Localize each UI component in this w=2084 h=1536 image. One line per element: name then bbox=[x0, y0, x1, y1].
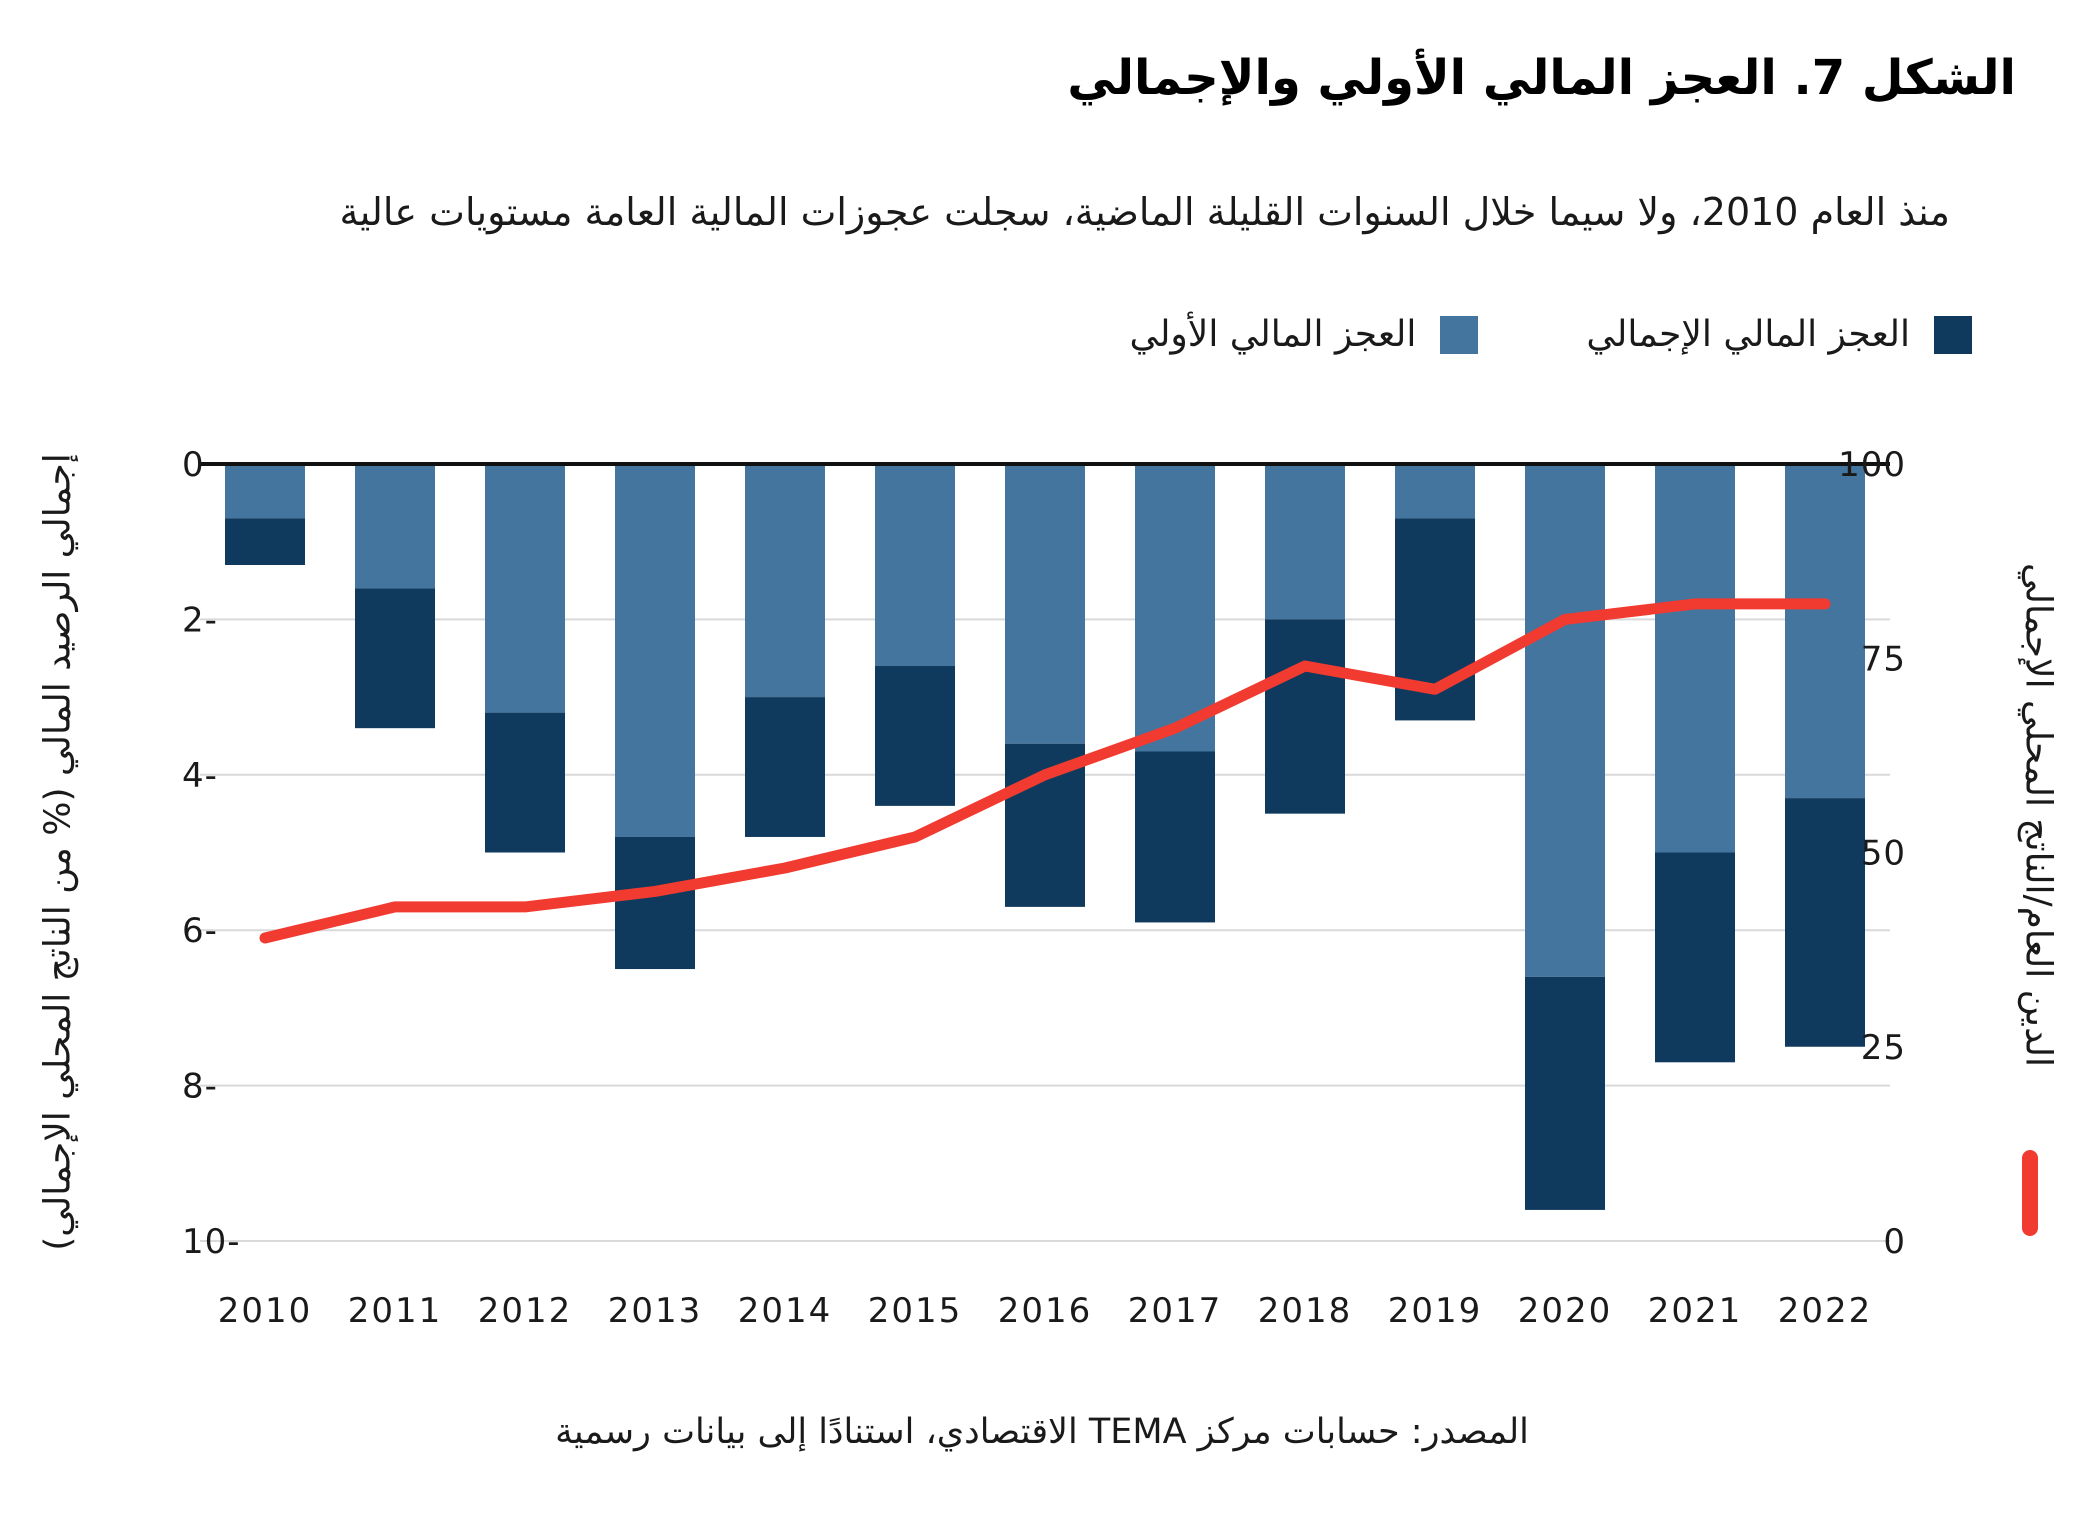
legend-label-overall: العجز المالي الإجمالي bbox=[1586, 314, 1910, 355]
primary-deficit-swatch-icon bbox=[1440, 315, 1479, 354]
bar-primary-deficit-2011 bbox=[355, 464, 435, 589]
y-left-tick--6: -6 bbox=[182, 911, 218, 951]
bar-primary-deficit-2021 bbox=[1655, 464, 1735, 853]
bar-overall-deficit-2010 bbox=[225, 518, 305, 566]
x-tick-2012: 2012 bbox=[478, 1291, 573, 1331]
y-left-tick--4: -4 bbox=[182, 756, 218, 796]
y-right-tick-0: 0 bbox=[1883, 1222, 1906, 1262]
bar-overall-deficit-2012 bbox=[485, 712, 565, 853]
bar-overall-deficit-2021 bbox=[1655, 852, 1735, 1063]
bar-primary-deficit-2019 bbox=[1395, 464, 1475, 519]
figure-title: الشكل 7. العجز المالي الأولي والإجمالي bbox=[1067, 50, 2016, 106]
overall-deficit-swatch-icon bbox=[1934, 315, 1972, 354]
bar-overall-deficit-2011 bbox=[355, 588, 435, 729]
x-tick-2017: 2017 bbox=[1128, 1291, 1223, 1331]
x-tick-2013: 2013 bbox=[608, 1291, 703, 1331]
bar-primary-deficit-2016 bbox=[1005, 464, 1085, 744]
bar-overall-deficit-2017 bbox=[1135, 751, 1215, 923]
y-right-tick-50: 50 bbox=[1861, 834, 1906, 874]
bar-overall-deficit-2014 bbox=[745, 697, 825, 837]
bar-primary-deficit-2010 bbox=[225, 464, 305, 519]
y-left-tick-0: 0 bbox=[182, 445, 205, 485]
bar-overall-deficit-2018 bbox=[1265, 619, 1345, 814]
right-axis-title: الدين العام/الناتج المحلي الإجمالي bbox=[2017, 563, 2059, 1067]
x-tick-2018: 2018 bbox=[1258, 1291, 1353, 1331]
y-right-tick-75: 75 bbox=[1861, 639, 1906, 679]
debt-line-legend-marker-icon bbox=[2022, 1150, 2038, 1236]
legend-item-primary-deficit: العجز المالي الأولي bbox=[1129, 314, 1479, 355]
bar-primary-deficit-2020 bbox=[1525, 464, 1605, 977]
bar-primary-deficit-2017 bbox=[1135, 464, 1215, 752]
legend-item-overall-deficit: العجز المالي الإجمالي bbox=[1586, 314, 1972, 355]
legend-label-primary: العجز المالي الأولي bbox=[1129, 314, 1417, 355]
y-right-tick-25: 25 bbox=[1861, 1028, 1906, 1068]
bar-primary-deficit-2015 bbox=[875, 464, 955, 667]
x-tick-2015: 2015 bbox=[868, 1291, 963, 1331]
bar-overall-deficit-2020 bbox=[1525, 976, 1605, 1210]
x-tick-2014: 2014 bbox=[738, 1291, 833, 1331]
x-tick-2019: 2019 bbox=[1388, 1291, 1483, 1331]
x-tick-2011: 2011 bbox=[348, 1291, 443, 1331]
bar-primary-deficit-2014 bbox=[745, 464, 825, 698]
source-note: المصدر: حسابات مركز TEMA الاقتصادي، استن… bbox=[555, 1412, 1529, 1452]
bar-primary-deficit-2013 bbox=[615, 464, 695, 837]
figure-subtitle: منذ العام 2010، ولا سيما خلال السنوات ال… bbox=[339, 190, 1950, 234]
bar-overall-deficit-2015 bbox=[875, 666, 955, 806]
y-left-tick--2: -2 bbox=[182, 600, 218, 640]
x-tick-2016: 2016 bbox=[998, 1291, 1093, 1331]
bar-primary-deficit-2018 bbox=[1265, 464, 1345, 620]
left-axis-title: إجمالي الرصيد المالي (% من الناتج المحلي… bbox=[37, 453, 79, 1251]
y-right-tick-100: 100 bbox=[1838, 445, 1906, 485]
x-tick-2010: 2010 bbox=[218, 1291, 313, 1331]
y-left-tick--8: -8 bbox=[182, 1067, 218, 1107]
bar-primary-deficit-2022 bbox=[1785, 464, 1865, 799]
x-tick-2020: 2020 bbox=[1518, 1291, 1613, 1331]
debt-to-gdp-line bbox=[259, 598, 1831, 944]
bar-overall-deficit-2022 bbox=[1785, 798, 1865, 1047]
x-tick-2021: 2021 bbox=[1648, 1291, 1743, 1331]
bar-overall-deficit-2013 bbox=[615, 836, 695, 970]
y-left-tick--10: -10 bbox=[182, 1222, 241, 1262]
x-tick-2022: 2022 bbox=[1778, 1291, 1873, 1331]
legend: العجز المالي الإجمالي العجز المالي الأول… bbox=[1129, 314, 1972, 355]
bar-primary-deficit-2012 bbox=[485, 464, 565, 713]
